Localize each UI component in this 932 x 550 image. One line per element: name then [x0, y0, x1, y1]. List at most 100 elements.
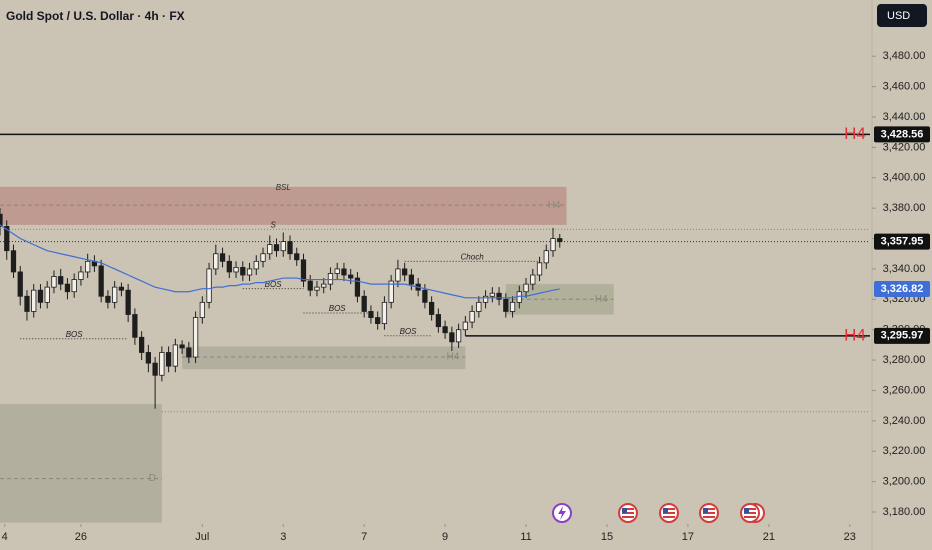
flag-icon[interactable]	[740, 503, 765, 523]
zone	[0, 186, 567, 225]
candle-body	[152, 362, 158, 376]
candle-body	[186, 347, 192, 358]
price-badge-label: 3,326.82	[881, 283, 924, 295]
candle-body	[314, 286, 320, 291]
candle-body	[17, 271, 23, 297]
candle-body	[361, 295, 367, 312]
price-badge-label: 3,295.97	[881, 330, 924, 342]
price-badge	[874, 233, 930, 250]
x-tick-label: 4	[2, 531, 8, 543]
zone-tag: D	[149, 473, 156, 484]
y-tick-label: 3,200.00	[883, 476, 926, 488]
x-tick-label: 3	[280, 531, 286, 543]
x-tick-label: 9	[442, 531, 448, 543]
candle-body	[348, 274, 354, 279]
event-icons	[552, 503, 765, 523]
candle-body	[354, 277, 361, 297]
candle-body	[455, 329, 462, 343]
candle-body	[219, 253, 226, 262]
candle-body	[536, 262, 543, 276]
zone-label: BSL	[276, 183, 291, 192]
candle-body	[307, 280, 313, 291]
zone	[182, 346, 466, 370]
candle-body	[341, 268, 347, 276]
flag-icon[interactable]	[659, 503, 679, 523]
candle-body	[253, 260, 259, 270]
candle-body	[226, 260, 232, 273]
currency-button[interactable]: USD	[877, 4, 927, 27]
candle-body	[206, 268, 212, 303]
candle-body	[199, 301, 205, 318]
x-tick-label: 7	[361, 531, 367, 543]
y-tick-label: 3,340.00	[883, 263, 926, 275]
candle-body	[287, 241, 293, 255]
currency-label[interactable]: USD	[887, 10, 910, 22]
zone	[0, 404, 162, 523]
candle-body	[165, 352, 172, 367]
y-tick-label: 3,420.00	[883, 141, 926, 153]
candle-body	[375, 317, 381, 325]
moving-average	[0, 224, 560, 299]
flag-icon[interactable]	[618, 503, 638, 523]
plot-area: H4 BSL H4 H4 D S BOS BOS BOS BOS Choch H4 H4	[0, 124, 870, 523]
currency-button-bg[interactable]	[877, 4, 927, 27]
zone-tag: H4	[595, 294, 608, 305]
candle-body	[408, 274, 415, 285]
candle-body	[44, 286, 50, 303]
candle-body	[118, 286, 125, 291]
event-icon-glyph	[558, 506, 566, 520]
annotation: BOS	[265, 280, 283, 289]
candle-body	[530, 274, 536, 285]
candle-body	[4, 225, 10, 252]
zone-tag: H4	[548, 200, 561, 211]
y-tick-label: 3,480.00	[883, 50, 926, 62]
candle-body	[233, 267, 239, 273]
candle-body	[98, 265, 104, 297]
candle-body	[179, 344, 185, 349]
y-tick-label: 3,240.00	[883, 415, 926, 427]
x-tick-label: 11	[520, 531, 531, 543]
y-tick-label: 3,380.00	[883, 202, 926, 214]
x-tick-label: 23	[844, 531, 856, 543]
y-tick-label: 3,260.00	[883, 384, 926, 396]
candle-body	[503, 298, 509, 312]
candle-body	[489, 292, 495, 297]
candle-body	[523, 283, 529, 293]
candle-body	[321, 283, 327, 288]
candle-body	[476, 301, 482, 312]
candle-body	[469, 311, 475, 323]
candle-body	[105, 295, 111, 303]
candle-body	[273, 244, 280, 252]
candle-body	[482, 295, 489, 303]
x-tick-label: Jul	[195, 531, 209, 543]
candle-body	[442, 326, 448, 334]
candle-body	[139, 336, 145, 353]
candle-body	[125, 289, 131, 315]
candle-body	[0, 213, 3, 227]
price-badge-label: 3,357.95	[881, 236, 924, 248]
candle-body	[85, 260, 91, 273]
y-tick-label: 3,280.00	[883, 354, 926, 366]
x-tick-label: 26	[75, 531, 87, 543]
x-tick-label: 21	[763, 531, 775, 543]
candle-body	[267, 244, 273, 255]
candle-body	[172, 344, 178, 367]
candle-body	[509, 301, 516, 312]
candle-body	[260, 253, 266, 262]
flag-icon[interactable]	[699, 503, 719, 523]
x-tick-label: 17	[682, 531, 694, 543]
chart-title: Gold Spot / U.S. Dollar · 4h · FX	[6, 9, 185, 23]
candle-body	[368, 311, 374, 318]
candle-body	[402, 268, 408, 276]
candle-body	[300, 259, 307, 282]
annotation: BOS	[66, 330, 84, 339]
candle-body	[58, 276, 64, 285]
candle-body	[550, 238, 556, 252]
candle-body	[145, 352, 151, 364]
candle-body	[462, 321, 468, 331]
candle-body	[240, 267, 246, 276]
annotation: BOS	[400, 327, 418, 336]
price-badge	[874, 280, 930, 297]
candle-body	[557, 238, 563, 243]
candle-body	[31, 289, 37, 312]
